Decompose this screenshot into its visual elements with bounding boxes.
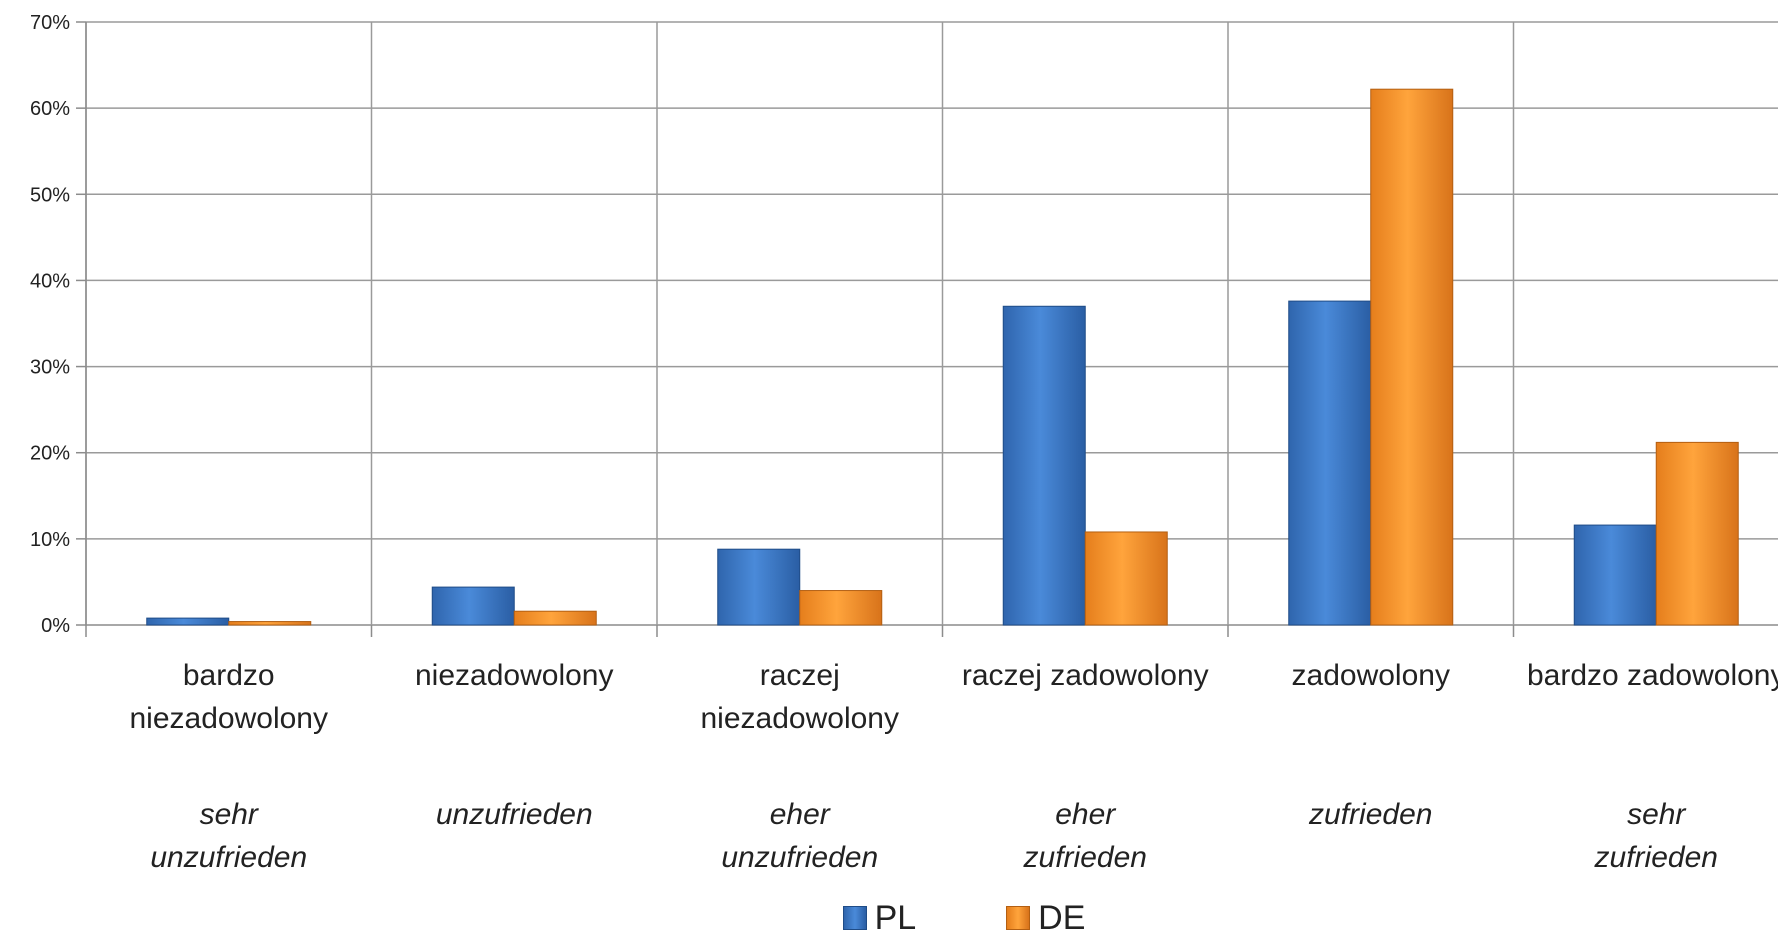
bar-pl-5: [1573, 524, 1657, 626]
legend-label-de: DE: [1038, 898, 1086, 937]
y-tick-label: 20%: [30, 443, 70, 465]
x-category-label-pl: bardzo niezadowolony: [130, 659, 328, 735]
x-category-label-de: sehr unzufrieden: [150, 798, 307, 874]
bar-pl-1: [431, 586, 515, 626]
bar-de-5: [1655, 441, 1739, 626]
bar-pl-2: [717, 548, 801, 626]
y-tick-label: 30%: [30, 357, 70, 379]
y-tick-label: 70%: [30, 12, 70, 34]
x-category-label-pl: raczej zadowolony: [962, 659, 1209, 692]
bar-pl-3: [1002, 305, 1086, 626]
bar-de-0: [228, 621, 312, 626]
legend-swatch-de: [1006, 906, 1031, 930]
x-category-label-de: zufrieden: [1308, 798, 1432, 831]
legend: PL DE: [0, 896, 1778, 940]
legend-item-pl: PL: [842, 898, 917, 938]
x-category-label-pl: zadowolony: [1292, 659, 1450, 692]
y-tick-label: 60%: [30, 98, 70, 120]
bar-pl-4: [1288, 300, 1372, 626]
x-category-label-de: unzufrieden: [436, 798, 593, 831]
x-category-label-de: eher unzufrieden: [721, 798, 878, 874]
bar-de-4: [1370, 88, 1454, 626]
bar-pl-0: [146, 617, 230, 626]
y-tick-label: 10%: [30, 529, 70, 551]
legend-swatch-pl: [842, 906, 867, 930]
x-category-label-pl: niezadowolony: [415, 659, 613, 692]
x-category-label-pl: bardzo zadowolony: [1527, 659, 1778, 692]
x-category-label-de: eher zufrieden: [1023, 798, 1147, 874]
bar-de-3: [1084, 531, 1168, 626]
x-category-label-pl: raczej niezadowolony: [701, 659, 899, 735]
bar-de-1: [513, 610, 597, 626]
x-category-label-de: sehr zufrieden: [1594, 798, 1718, 874]
legend-item-de: DE: [1006, 899, 1085, 938]
y-tick-label: 40%: [30, 270, 70, 292]
y-tick-label: 50%: [30, 184, 70, 206]
legend-label-pl: PL: [874, 898, 917, 937]
y-tick-label: 0%: [41, 615, 70, 637]
bar-de-2: [799, 590, 883, 626]
